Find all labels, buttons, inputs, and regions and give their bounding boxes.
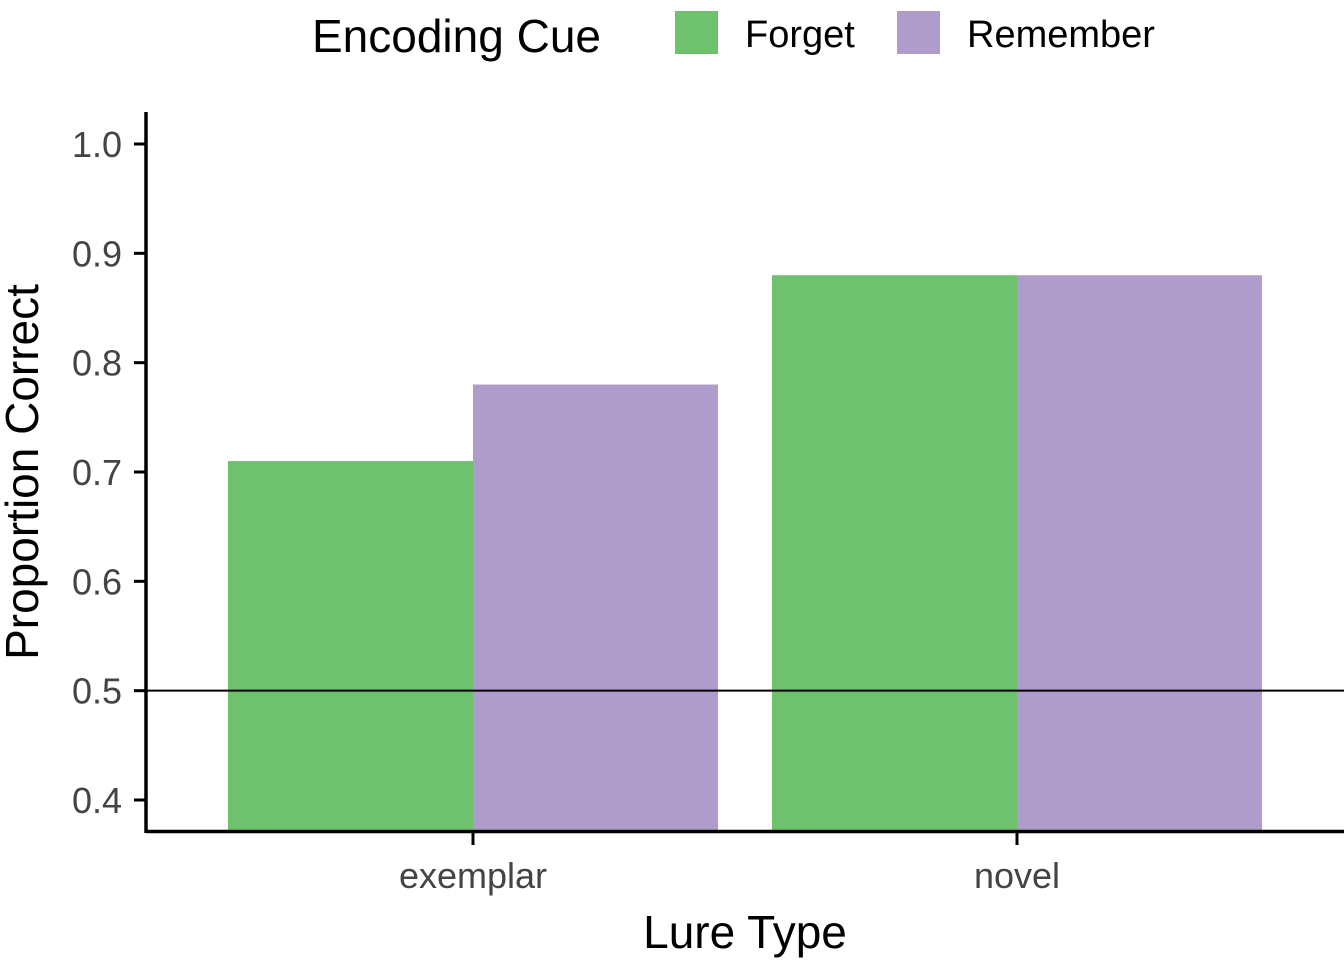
bars: [228, 275, 1262, 831]
legend: Encoding Cue Forget Remember: [312, 10, 1155, 62]
y-tick-label-0.6: 0.6: [72, 561, 122, 602]
legend-title: Encoding Cue: [312, 10, 601, 62]
bar-exemplar-forget: [228, 461, 473, 831]
y-tick-label-0.8: 0.8: [72, 343, 122, 384]
legend-label-remember: Remember: [967, 14, 1155, 56]
x-axis-title: Lure Type: [643, 906, 847, 958]
legend-swatch-remember: [897, 11, 940, 54]
x-ticks: exemplar novel: [399, 833, 1060, 896]
x-tick-label-exemplar: exemplar: [399, 855, 547, 896]
y-tick-label-1.0: 1.0: [72, 124, 122, 165]
y-tick-label-0.7: 0.7: [72, 452, 122, 493]
legend-swatch-forget: [675, 11, 718, 54]
x-tick-label-novel: novel: [974, 855, 1060, 896]
legend-label-forget: Forget: [745, 14, 855, 56]
y-tick-label-0.9: 0.9: [72, 233, 122, 274]
bar-exemplar-remember: [473, 384, 718, 831]
y-ticks: 0.4 0.5 0.6 0.7 0.8 0.9 1.0: [72, 124, 146, 821]
y-tick-label-0.5: 0.5: [72, 671, 122, 712]
bar-novel-forget: [772, 275, 1017, 831]
y-tick-label-0.4: 0.4: [72, 780, 122, 821]
y-axis-title: Proportion Correct: [0, 284, 48, 660]
bar-novel-remember: [1017, 275, 1262, 831]
